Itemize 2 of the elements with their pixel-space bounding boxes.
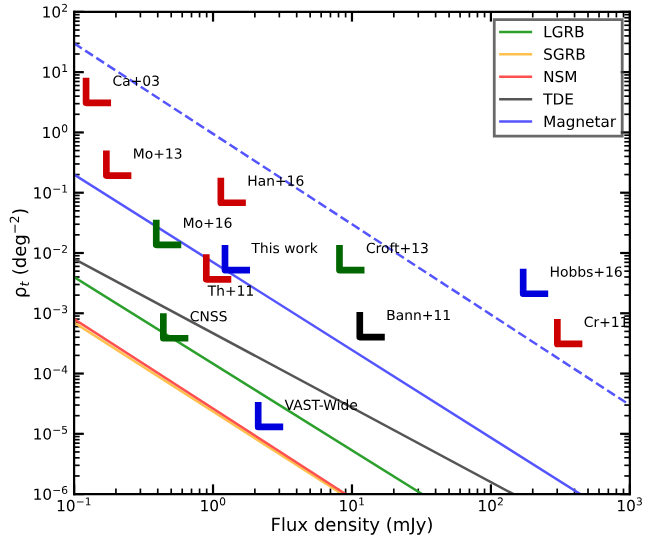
- x-axis-title: Flux density (mJy): [272, 517, 432, 535]
- y-axis-title: ρ$_{t}$ (deg$^{−2}$): [9, 209, 30, 297]
